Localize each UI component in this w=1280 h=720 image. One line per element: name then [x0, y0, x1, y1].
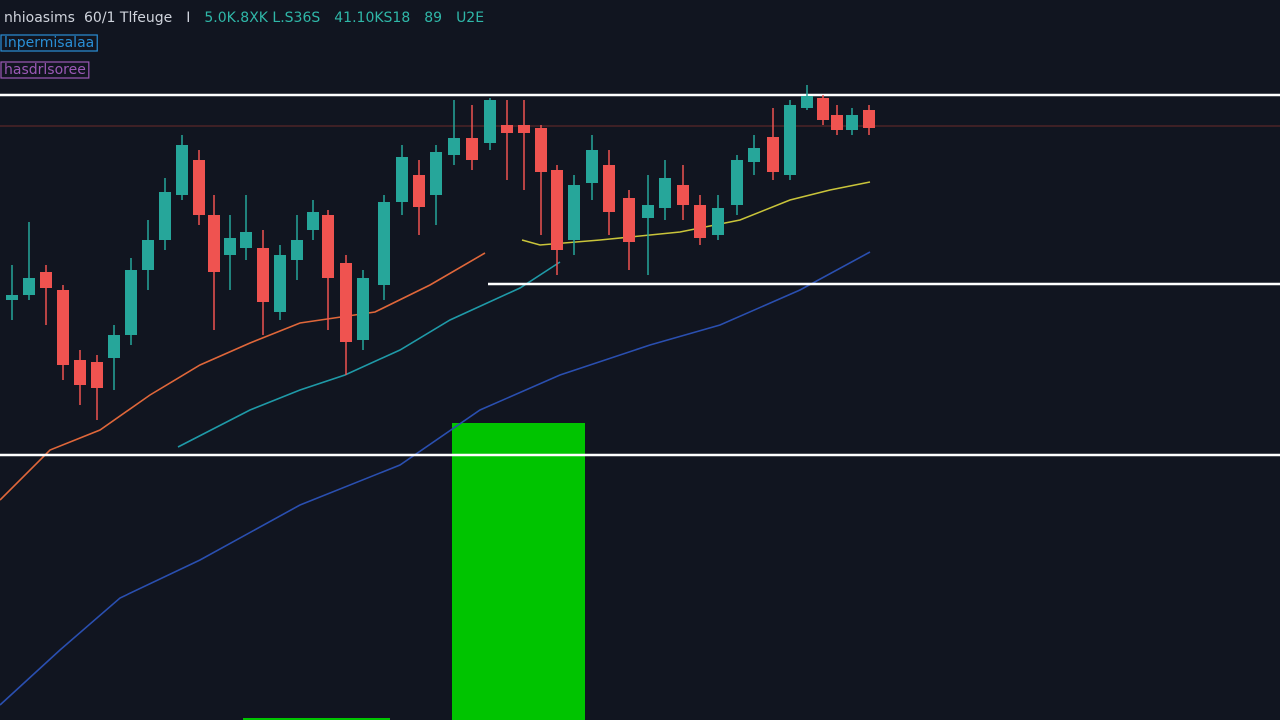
badge	[0, 61, 90, 79]
candle-body	[274, 255, 286, 312]
candle-body	[642, 205, 654, 218]
candle-body	[208, 215, 220, 272]
candle-body	[91, 362, 103, 388]
candle-body	[694, 205, 706, 238]
candle-body	[817, 98, 829, 120]
header-text: 60/1 Tlfeuge	[84, 10, 172, 26]
candle-body	[224, 238, 236, 255]
candle-body	[677, 185, 689, 205]
candle-body	[748, 148, 760, 162]
header-text: I	[186, 10, 190, 26]
header-text: U2E	[456, 10, 484, 26]
header-text: 5.0K.8XK L.S36S	[204, 10, 320, 26]
candle-body	[240, 232, 252, 248]
candle-body	[396, 157, 408, 202]
candle-body	[603, 165, 615, 212]
candle-body	[466, 138, 478, 160]
header-text: 89	[424, 10, 442, 26]
moving-average	[0, 251, 871, 706]
volume-bar	[243, 718, 390, 720]
candle-body	[712, 208, 724, 235]
volume-bar	[452, 423, 585, 720]
candle-body	[784, 105, 796, 175]
candle-body	[159, 192, 171, 240]
badge-text: hasdrlsoree	[4, 62, 86, 78]
header-text: 41.10KS18	[334, 10, 410, 26]
badge-text: lnpermisalaa	[4, 35, 94, 51]
candle-body	[257, 248, 269, 302]
candle-body	[176, 145, 188, 195]
candle-body	[535, 128, 547, 172]
candle-body	[831, 115, 843, 130]
candle-body	[193, 160, 205, 215]
candle-body	[6, 295, 18, 300]
candle-body	[378, 202, 390, 285]
candle-body	[448, 138, 460, 155]
candle-body	[518, 125, 530, 133]
candle-body	[484, 100, 496, 143]
candle-body	[430, 152, 442, 195]
candle-body	[23, 278, 35, 295]
moving-average	[521, 181, 871, 246]
candle-body	[731, 160, 743, 205]
badge	[0, 34, 98, 52]
moving-average	[177, 261, 561, 448]
candle-body	[340, 263, 352, 342]
candle-body	[357, 278, 369, 340]
candle-body	[291, 240, 303, 260]
candle-body	[623, 198, 635, 242]
candle-body	[125, 270, 137, 335]
candle-body	[586, 150, 598, 183]
candle-body	[413, 175, 425, 207]
candle-body	[568, 185, 580, 240]
candle-body	[659, 178, 671, 208]
candle-body	[108, 335, 120, 358]
candle-body	[307, 212, 319, 230]
candle-body	[767, 137, 779, 172]
candle-body	[501, 125, 513, 133]
candle-body	[74, 360, 86, 385]
candle-body	[322, 215, 334, 278]
candle-body	[551, 170, 563, 250]
candle-body	[142, 240, 154, 270]
candle-body	[40, 272, 52, 288]
moving-average	[0, 252, 486, 501]
chart-title: nhioasims	[4, 10, 75, 26]
candle-body	[863, 110, 875, 128]
candle-body	[801, 96, 813, 108]
candle-body	[846, 115, 858, 130]
candle-body	[57, 290, 69, 365]
